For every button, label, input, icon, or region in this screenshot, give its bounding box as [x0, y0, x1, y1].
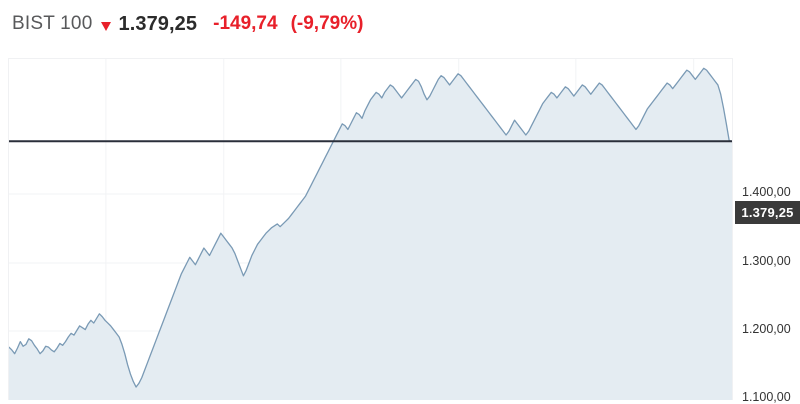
price-area-fill — [9, 68, 732, 400]
last-price: 1.379,25 — [118, 12, 198, 35]
price-chart[interactable] — [8, 58, 733, 400]
change-percent: (-9,79%) — [290, 13, 364, 34]
price-line — [9, 67, 732, 388]
current-price-badge: 1.379,25 — [735, 201, 800, 224]
price-chart-svg — [9, 59, 732, 400]
axis-label: 1.400,00 — [742, 185, 791, 199]
price-axis: 1.400,00 1.300,00 1.200,00 1.100,00 — [733, 58, 800, 404]
triangle-down-icon — [101, 21, 112, 31]
quote-header: BIST 100 1.379,25 -149,74 (-9,79%) — [0, 0, 800, 48]
change-absolute: -149,74 — [213, 13, 278, 34]
axis-label: 1.300,00 — [742, 254, 791, 268]
index-name: BIST 100 — [12, 13, 93, 34]
axis-label: 1.100,00 — [742, 390, 791, 404]
axis-label: 1.200,00 — [742, 322, 791, 336]
